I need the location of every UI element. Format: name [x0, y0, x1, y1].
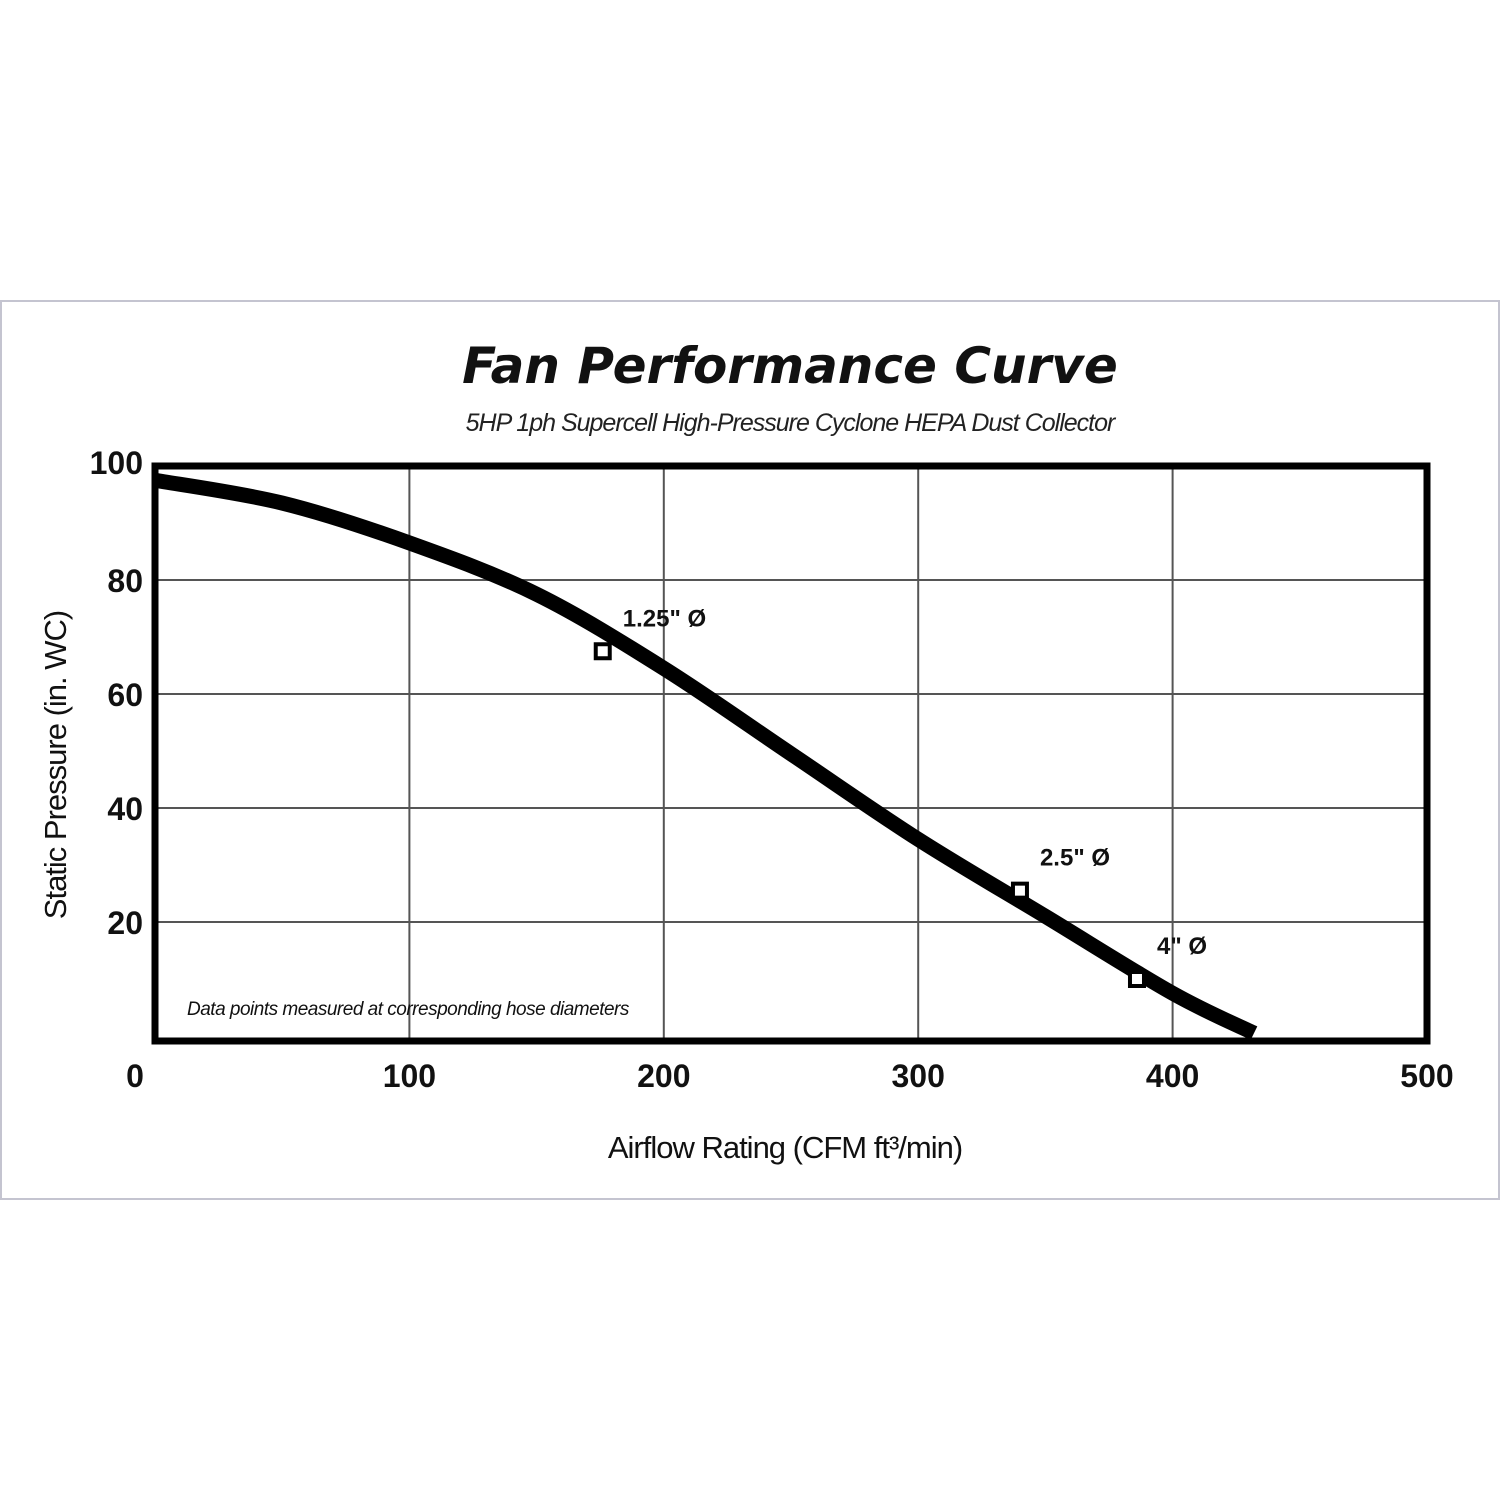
- y-tick-label: 60: [107, 677, 143, 713]
- x-ticks: 0 100 200 300 400 500: [126, 1058, 1454, 1094]
- x-axis-label: Airflow Rating (CFM ft³/min): [608, 1130, 962, 1165]
- y-ticks: 20 40 60 80 100: [90, 445, 143, 941]
- annotation-note: Data points measured at corresponding ho…: [187, 999, 630, 1020]
- y-tick-label: 20: [107, 905, 143, 941]
- markers-layer: 1.25" Ø 2.5" Ø 4" Ø: [593, 605, 1207, 988]
- performance-curve-line: [153, 472, 1258, 1040]
- data-point-marker: [1010, 881, 1029, 900]
- x-tick-label: 100: [383, 1058, 436, 1094]
- y-tick-label: 100: [90, 445, 143, 481]
- y-tick-label: 80: [107, 563, 143, 599]
- y-axis-label: Static Pressure (in. WC): [38, 611, 73, 919]
- y-tick-label: 40: [107, 791, 143, 827]
- chart-subtitle: 5HP 1ph Supercell High-Pressure Cyclone …: [466, 409, 1117, 437]
- data-point-marker: [1127, 970, 1146, 988]
- chart-frame: [0, 300, 1500, 1200]
- x-tick-label: 0: [126, 1058, 144, 1094]
- grid: [155, 466, 1427, 1041]
- curve-layer: [153, 472, 1258, 1040]
- data-point-label: 4" Ø: [1157, 933, 1207, 960]
- data-point-label: 2.5" Ø: [1040, 845, 1110, 872]
- chart-title: Fan Performance Curve: [462, 337, 1118, 395]
- data-point-marker: [593, 642, 612, 661]
- plot-border: [151, 462, 1431, 1045]
- x-tick-label: 400: [1146, 1058, 1199, 1094]
- x-tick-label: 300: [892, 1058, 945, 1094]
- data-point-label: 1.25" Ø: [623, 605, 706, 632]
- x-tick-label: 200: [637, 1058, 690, 1094]
- x-tick-label: 500: [1400, 1058, 1453, 1094]
